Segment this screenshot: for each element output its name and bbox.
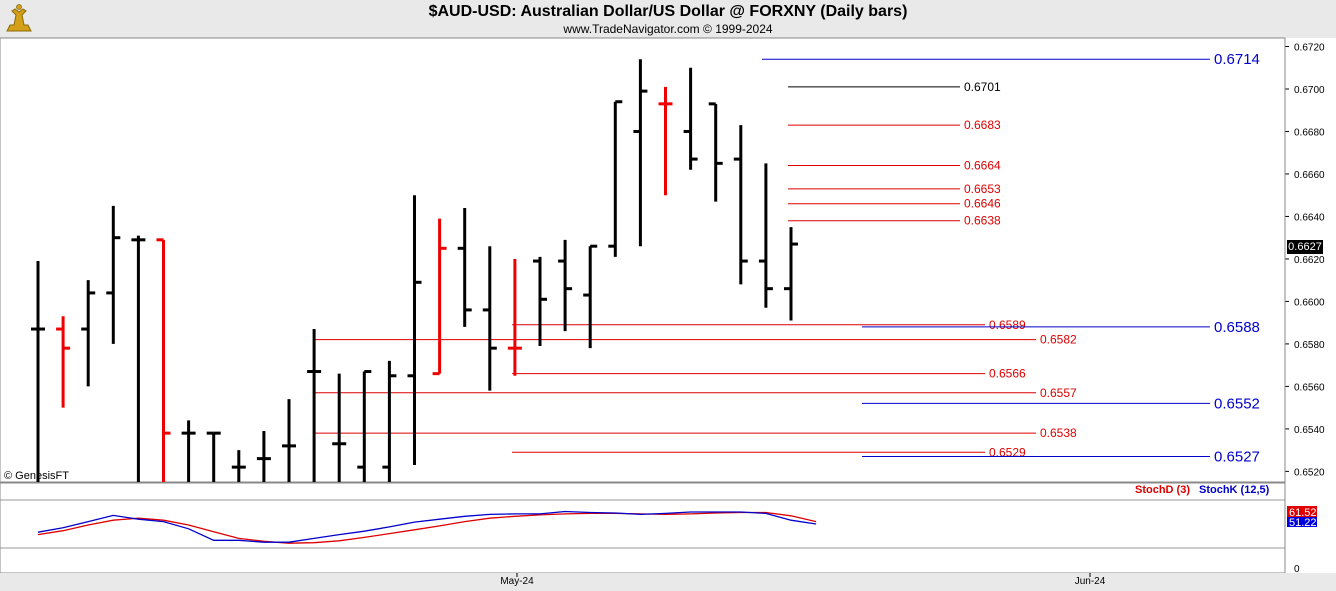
stoch-line-d: [37, 511, 817, 544]
price-panel-frame: [0, 37, 1286, 483]
y-tick-label: 0.6680: [1294, 127, 1325, 138]
y-tick-label: 0.6700: [1294, 85, 1325, 96]
last-price-tag: 0.6627: [1287, 240, 1323, 254]
y-tick-label: 0.6520: [1294, 467, 1325, 478]
chart-header: [0, 0, 1336, 38]
copyright-label: © GenesisFT: [4, 470, 69, 482]
stoch-line-k: [37, 510, 817, 543]
stochastic-panel-frame: [0, 482, 1286, 574]
y-tick-label: 0.6660: [1294, 170, 1325, 181]
x-axis-band: [0, 573, 1336, 591]
level-label-0-6664: 0.6664: [964, 158, 1001, 172]
chart-title: $AUD-USD: Australian Dollar/US Dollar @ …: [428, 3, 908, 20]
level-label-0-6653: 0.6653: [964, 182, 1001, 196]
bull-logo-icon: [6, 4, 32, 32]
level-label-0-6638: 0.6638: [964, 214, 1001, 228]
level-label-0-6552: 0.6552: [1214, 395, 1260, 412]
level-label-0-6714: 0.6714: [1214, 51, 1260, 68]
level-label-0-6557: 0.6557: [1040, 386, 1077, 400]
level-label-0-6566: 0.6566: [989, 367, 1026, 381]
legend-stochd: StochD (3): [1135, 484, 1190, 496]
y-tick-label: 0.6620: [1294, 255, 1325, 266]
y-tick-label: 0.6640: [1294, 212, 1325, 223]
level-label-0-6588: 0.6588: [1214, 319, 1260, 336]
y-tick-label: 0.6600: [1294, 297, 1325, 308]
level-label-0-6529: 0.6529: [989, 445, 1026, 459]
level-label-0-6582: 0.6582: [1040, 333, 1077, 347]
y-tick-label: 0.6560: [1294, 382, 1325, 393]
stoch-zero-label: 0: [1294, 564, 1300, 575]
stochk-value-tag-bg: [1287, 517, 1317, 527]
level-label-0-6683: 0.6683: [964, 118, 1001, 132]
level-label-0-6701: 0.6701: [964, 80, 1001, 94]
level-label-0-6538: 0.6538: [1040, 426, 1077, 440]
legend-stochk: StochK (12,5): [1199, 484, 1270, 496]
y-tick-label: 0.6720: [1294, 42, 1325, 53]
chart-subtitle: www.TradeNavigator.com © 1999-2024: [563, 22, 773, 36]
level-label-0-6589: 0.6589: [989, 318, 1026, 332]
stochd-value-tag-bg: [1287, 506, 1317, 518]
x-tick-label: Jun-24: [1075, 576, 1106, 587]
x-tick-label: May-24: [500, 576, 534, 587]
y-tick-label: 0.6540: [1294, 425, 1325, 436]
stochd-value-tag: 61.52: [1289, 507, 1317, 519]
level-label-0-6527: 0.6527: [1214, 449, 1260, 466]
y-tick-label: 0.6580: [1294, 340, 1325, 351]
stochk-value-tag: 51.22: [1289, 517, 1317, 529]
level-label-0-6646: 0.6646: [964, 197, 1001, 211]
